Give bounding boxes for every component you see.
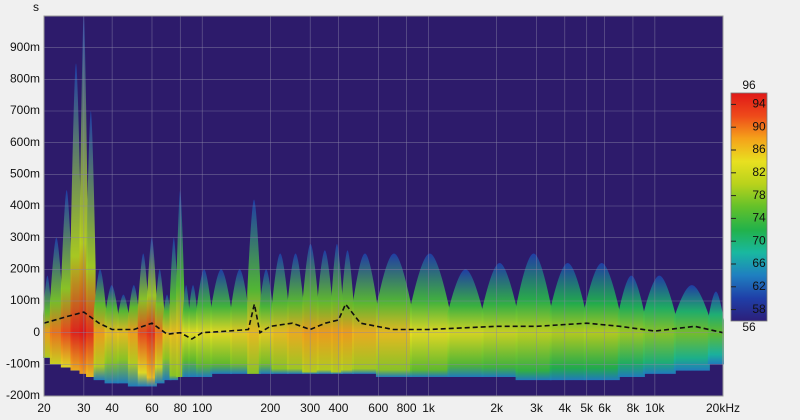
colorbar: [730, 92, 768, 322]
spectrogram-column: [154, 269, 165, 384]
x-tick-label: 600: [368, 401, 388, 415]
spectrogram-column: [341, 250, 354, 374]
colorbar-tick-label: 70: [752, 233, 766, 247]
spectrogram-column: [188, 285, 199, 377]
spectrogram-column: [162, 294, 172, 381]
x-tick-label: 5k: [580, 401, 594, 415]
y-tick-label: 100m: [10, 293, 40, 307]
y-tick-label: 0: [33, 325, 40, 339]
spectrogram-column: [137, 253, 149, 387]
spectrogram-column: [247, 199, 261, 374]
y-tick-label: 400m: [10, 198, 40, 212]
spectrogram-column: [70, 63, 82, 371]
spectrogram-column: [230, 269, 250, 374]
colorbar-tick-label: 78: [752, 188, 766, 202]
y-tick-label: 800m: [10, 72, 40, 86]
spectrogram-column: [93, 269, 107, 381]
spectrogram-column: [549, 263, 586, 381]
spectrogram-column: [707, 291, 724, 365]
y-tick-label: 600m: [10, 135, 40, 149]
spectrogram-column: [673, 285, 710, 371]
colorbar-tick-label: 58: [752, 302, 766, 316]
colorbar-max-label: 96: [742, 78, 756, 92]
colorbar-tick-label: 74: [752, 211, 766, 225]
x-tick-label: 4k: [558, 401, 572, 415]
plot-frame: [43, 15, 724, 397]
y-tick-label: 700m: [10, 103, 40, 117]
x-tick-label: 8k: [627, 401, 641, 415]
colorbar-tick-label: 86: [752, 142, 766, 156]
spectrogram-column: [481, 263, 518, 377]
spectrogram-column: [43, 275, 52, 358]
x-tick-label: 30: [77, 401, 91, 415]
y-tick-label: -100m: [6, 357, 40, 371]
y-tick-label: 900m: [10, 40, 40, 54]
y-tick-label: 200m: [10, 262, 40, 276]
x-tick-label: 40: [105, 401, 119, 415]
spectrogram-column: [127, 285, 140, 387]
spectrogram-column: [86, 111, 96, 377]
spectrogram-column: [271, 253, 289, 374]
spectrogram-column: [169, 237, 179, 381]
spectrogram-column: [286, 253, 305, 374]
y-tick-label: 300m: [10, 230, 40, 244]
spectrogram-column: [316, 250, 333, 374]
x-tick-label: 60: [145, 401, 159, 415]
x-tick-label: 200: [260, 401, 280, 415]
colorbar-tick-label: 82: [752, 165, 766, 179]
x-tick-label: 2k: [490, 401, 504, 415]
y-axis-title: s: [33, 0, 39, 14]
x-tick-label: 3k: [530, 401, 544, 415]
colorbar-tick-label: 94: [752, 97, 766, 111]
colorbar-tick-label: 66: [752, 256, 766, 270]
x-tick-label: 20kHz: [706, 401, 740, 415]
colorbar-min-label: 56: [742, 320, 756, 334]
spectrogram-column: [258, 269, 274, 374]
x-tick-label: 20: [37, 401, 51, 415]
spectrogram-column: [196, 269, 213, 377]
x-tick-label: 800: [397, 401, 417, 415]
x-tick-label: 100: [192, 401, 212, 415]
x-tick-label: 10k: [645, 401, 665, 415]
spectrogram-column: [351, 253, 378, 374]
spectrogram-column: [104, 285, 119, 384]
x-tick-label: 6k: [598, 401, 612, 415]
spectrogram-column: [375, 253, 413, 377]
spectrogram-column: [410, 253, 450, 377]
spectrogram-column: [642, 275, 676, 374]
x-tick-label: 1k: [422, 401, 436, 415]
y-tick-label: 500m: [10, 167, 40, 181]
x-tick-label: 300: [300, 401, 320, 415]
colorbar-tick-label: 90: [752, 119, 766, 133]
spectrogram-column: [60, 190, 73, 368]
spectrogram-column: [116, 294, 130, 384]
spectrogram-column: [330, 244, 344, 374]
spectrogram-column: [583, 263, 620, 381]
spectrogram-column: [210, 269, 233, 374]
colorbar-tick-label: 62: [752, 279, 766, 293]
decay-line: [43, 302, 724, 340]
x-tick-label: 400: [328, 401, 348, 415]
spectrogram-column: [447, 269, 484, 377]
y-tick-label: -200m: [6, 388, 40, 402]
x-tick-label: 80: [174, 401, 188, 415]
spectrogram-column: [515, 253, 552, 381]
